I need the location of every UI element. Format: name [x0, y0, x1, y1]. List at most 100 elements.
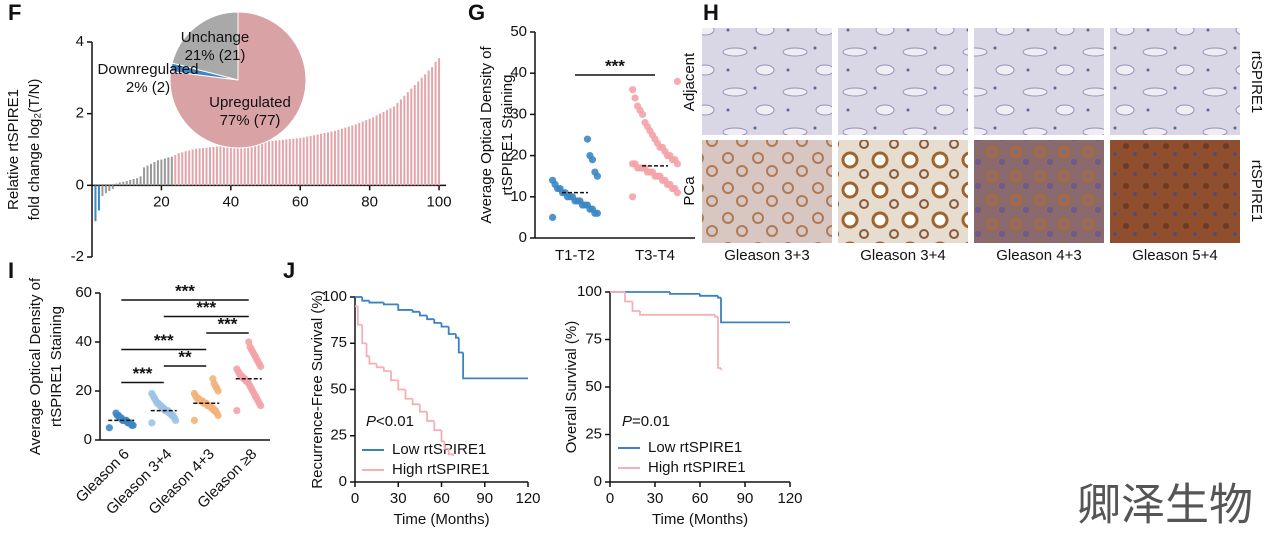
x-tick-label: T1-T2 [555, 247, 595, 264]
bar [94, 185, 97, 222]
pie-label: Downregulated [98, 61, 199, 78]
survival-step [440, 322, 449, 328]
legend-label: High rtSPIRE1 [392, 461, 490, 478]
survival-step [426, 315, 435, 321]
y-tick-label: 25 [585, 425, 602, 442]
survival-step [717, 295, 721, 299]
significance-label: *** [196, 298, 216, 317]
survival-step [418, 311, 428, 317]
x-axis-label: Time (Months) [652, 511, 748, 528]
survival-step [717, 316, 721, 369]
bar [361, 121, 364, 186]
bar [327, 132, 329, 186]
bar [351, 125, 354, 186]
dot [641, 119, 649, 127]
dot [148, 419, 156, 427]
x-tick-label: 0 [351, 490, 359, 507]
bar [288, 139, 291, 186]
bar [108, 185, 111, 192]
bar [330, 131, 333, 186]
p-value: P=0.01 [622, 413, 670, 430]
bar [320, 133, 323, 186]
dot [105, 424, 113, 432]
x-tick-label: 100 [427, 193, 452, 210]
bar [188, 150, 191, 186]
x-tick-label: T3-T4 [635, 247, 675, 264]
p-value: P<0.01 [366, 413, 414, 430]
dot [148, 389, 156, 398]
bar [257, 142, 260, 186]
bar [316, 134, 319, 186]
bar [184, 151, 187, 186]
y-axis-label: rtSPIRE1 Staining [48, 306, 65, 427]
dot [586, 152, 594, 160]
dot [112, 409, 120, 417]
y-tick-label: 4 [76, 33, 84, 50]
bar [431, 67, 434, 186]
bar [212, 146, 215, 186]
panel-label: G [468, 0, 485, 25]
bar [406, 92, 409, 186]
column-label: Gleason 5+4 [1132, 247, 1217, 264]
bar [156, 160, 159, 186]
y-tick-label: 2 [76, 105, 84, 122]
micrograph [838, 28, 968, 135]
bar [118, 182, 121, 186]
survival-step [382, 302, 399, 306]
bar [417, 81, 420, 186]
micrograph [1110, 140, 1240, 243]
legend-label: High rtSPIRE1 [648, 459, 746, 476]
bar [420, 77, 423, 186]
bar [292, 138, 295, 186]
bar [243, 143, 246, 186]
survival-step [361, 324, 367, 345]
y-axis-label: rtSPIRE1 Staining [499, 75, 516, 196]
bar [337, 129, 340, 186]
bar [413, 85, 416, 186]
bar [250, 143, 253, 186]
bar [344, 127, 347, 186]
dot [633, 102, 642, 110]
survival-step [433, 420, 442, 432]
survival-step [390, 371, 399, 382]
y-tick-label: 100 [577, 283, 602, 300]
bar [202, 148, 205, 186]
survival-step [624, 292, 633, 303]
y-tick-label: 40 [510, 64, 527, 81]
bar [261, 141, 264, 186]
significance-label: ** [178, 347, 192, 366]
x-tick-label: 60 [292, 193, 309, 210]
survival-step [404, 389, 413, 400]
bar [278, 140, 281, 186]
bar [160, 159, 163, 186]
y-tick-label: 75 [330, 334, 347, 351]
panel-label: J [283, 258, 295, 283]
significance-label: *** [218, 314, 238, 333]
column-label: Gleason 3+3 [724, 247, 809, 264]
watermark: 卿泽生物 [1077, 480, 1253, 531]
bar [209, 147, 211, 186]
bar [309, 135, 312, 186]
bar [150, 163, 152, 186]
bar [191, 149, 194, 186]
survival-step [411, 309, 420, 313]
bar [323, 133, 326, 186]
y-tick-label: 0 [519, 229, 527, 246]
pie-value-label: 2% (2) [126, 79, 170, 96]
bar [254, 142, 257, 186]
x-tick-label: 120 [515, 490, 540, 507]
bar [347, 126, 350, 186]
survival-step [443, 441, 449, 450]
column-label: Gleason 3+4 [860, 247, 945, 264]
micrograph [702, 140, 832, 243]
survival-step [382, 367, 392, 372]
panel-label: F [8, 0, 21, 25]
dot [631, 94, 639, 102]
x-tick-label: 40 [222, 193, 239, 210]
y-tick-label: 0 [339, 473, 347, 490]
y-axis-label: fold change log₂(T/N) [26, 79, 43, 221]
bar [264, 141, 267, 186]
x-tick-label: 20 [153, 193, 170, 210]
survival-step [411, 398, 420, 406]
x-tick-label: 90 [476, 490, 493, 507]
